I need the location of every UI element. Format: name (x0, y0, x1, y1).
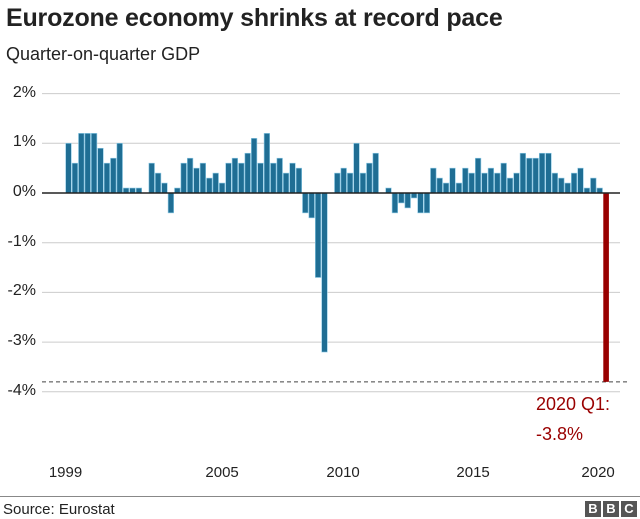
x-tick-label: 2020 (581, 464, 615, 481)
y-tick-label: 1% (12, 133, 36, 151)
bar (474, 157, 482, 194)
bar (116, 143, 123, 194)
bar (84, 133, 91, 194)
bar (110, 157, 117, 194)
bar (321, 192, 328, 353)
bar (462, 167, 469, 194)
y-tick-label: -1% (7, 232, 36, 250)
bar (225, 162, 232, 194)
bar (212, 172, 219, 194)
bar (148, 162, 155, 194)
bar (500, 162, 507, 194)
bar (570, 172, 578, 194)
bar (91, 133, 98, 194)
bar (257, 162, 264, 194)
bar (526, 157, 533, 194)
bar (436, 177, 443, 194)
annotation-value: -3.8% (536, 424, 584, 444)
bar (314, 192, 322, 278)
bar (417, 192, 424, 214)
bar (97, 147, 104, 194)
bar (577, 167, 584, 194)
bar (302, 192, 309, 214)
chart-title: Eurozone economy shrinks at record pace (6, 4, 503, 32)
bar (103, 162, 110, 194)
bar (359, 172, 367, 194)
bar (161, 182, 168, 194)
bar (590, 177, 597, 194)
chart-subtitle: Quarter-on-quarter GDP (6, 44, 201, 64)
bar (187, 157, 194, 194)
bar (295, 167, 303, 194)
bar (558, 177, 565, 194)
bar (366, 162, 373, 194)
x-tick-label: 1999 (48, 464, 83, 481)
bar (346, 172, 354, 194)
bar (340, 167, 347, 194)
bar (564, 182, 571, 194)
source-text: Source: Eurostat (3, 501, 115, 518)
bar (155, 172, 162, 194)
bar (545, 152, 552, 194)
bar (167, 192, 175, 214)
bar (78, 133, 85, 194)
bar (71, 162, 78, 194)
bar (398, 192, 405, 204)
bbc-logo: B B C (585, 501, 637, 517)
bar (334, 172, 341, 194)
bar (506, 177, 514, 194)
bar (532, 157, 539, 194)
bar (391, 192, 399, 214)
bar (494, 172, 501, 194)
x-tick-label: 2005 (205, 464, 239, 481)
bar (449, 167, 456, 194)
bar (193, 167, 200, 194)
bar (206, 177, 213, 194)
bbc-logo-letter: B (585, 501, 601, 517)
bar (199, 162, 207, 194)
bar (231, 157, 239, 194)
y-tick-label: 0% (12, 183, 36, 200)
y-tick-label: -3% (7, 332, 36, 350)
bar (270, 162, 277, 194)
bar (551, 172, 558, 194)
bar (513, 172, 520, 194)
bar (251, 138, 258, 194)
bar (404, 192, 411, 209)
bar (219, 182, 226, 194)
bbc-logo-letter: B (603, 501, 619, 517)
bar (468, 172, 475, 194)
bar (289, 162, 296, 194)
bar (519, 152, 526, 194)
bar (263, 133, 271, 194)
bar (282, 172, 290, 194)
annotation-label: 2020 Q1: (536, 394, 611, 414)
y-tick-label: -4% (7, 381, 36, 399)
bar (238, 162, 245, 194)
bar (538, 152, 546, 194)
highlight-bar (603, 193, 609, 382)
footer-divider (0, 496, 640, 497)
y-tick-label: -2% (7, 282, 36, 300)
bar (276, 157, 283, 194)
bar (180, 162, 187, 194)
bar (423, 192, 431, 214)
bbc-logo-letter: C (621, 501, 637, 517)
bar (244, 152, 251, 194)
bar (455, 182, 463, 194)
x-tick-label: 2015 (456, 464, 490, 481)
bar (430, 167, 437, 194)
bar (308, 192, 315, 219)
bar (372, 152, 379, 194)
bar (481, 172, 488, 194)
bar (353, 143, 360, 194)
bar (65, 143, 72, 194)
bar (442, 182, 450, 194)
y-tick-label: 2% (12, 83, 36, 101)
x-tick-label: 2010 (326, 464, 360, 481)
bar (487, 167, 495, 194)
